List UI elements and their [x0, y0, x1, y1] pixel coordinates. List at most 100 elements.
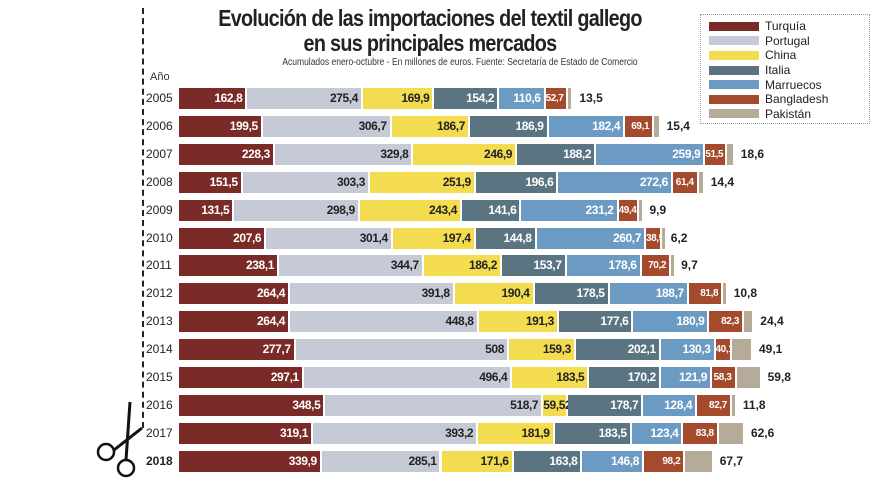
y-tick-label: 2010: [146, 230, 173, 245]
data-label: 6,2: [670, 230, 688, 245]
bar-segment: 196,6: [475, 171, 559, 193]
bar-segment: 178,7: [568, 394, 644, 416]
data-label: 15,4: [666, 118, 690, 133]
data-label: 11,8: [742, 397, 766, 412]
bar-segment: 123,4: [631, 422, 684, 444]
bar-segment: 170,2: [589, 367, 661, 388]
bar-segment: 243,4: [359, 199, 462, 221]
bar-segment: [567, 88, 574, 109]
bar-segment: [685, 450, 714, 472]
legend-swatch: [709, 36, 759, 46]
bar-segment: 186,7: [391, 115, 470, 137]
bar-segment: 238,1: [179, 255, 279, 277]
y-tick-label: 2008: [146, 174, 173, 189]
data-label: 10,8: [733, 286, 758, 301]
bar-segment: 448,8: [290, 311, 479, 333]
bar-segment: 319,1: [179, 422, 314, 444]
data-label: 59,8: [767, 370, 791, 384]
bar-segment: 153,7: [501, 255, 567, 277]
bar-segment: [723, 283, 729, 305]
chart-subtitle: Acumulados enero-octubre - En millones d…: [282, 57, 638, 68]
y-tick-label: 2011: [146, 258, 172, 273]
bar-segment: 329,8: [274, 143, 414, 165]
bar-segment: 82,3: [709, 311, 745, 333]
legend-label: Turquía: [765, 19, 806, 34]
bar-segment: 141,6: [461, 199, 522, 221]
bar-segment: 51,5: [705, 143, 727, 165]
bar-segment: 277,7: [179, 339, 296, 361]
legend-item: Bangladesh: [709, 92, 869, 107]
bar-segment: [744, 311, 755, 333]
legend-label: China: [765, 48, 797, 63]
bar-segment: 518,7: [325, 394, 544, 416]
data-label: 14,4: [710, 174, 735, 189]
bar-segment: 163,8: [513, 450, 583, 472]
data-label: 67,7: [719, 453, 744, 468]
bar-segment: 98,2: [644, 450, 686, 472]
bar-segment: 344,7: [279, 255, 424, 277]
y-tick-label: 2016: [146, 397, 173, 412]
bar-segment: 40,1: [715, 339, 734, 361]
bar-segment: 183,5: [512, 367, 590, 388]
bar-segment: 285,1: [321, 450, 442, 472]
data-label: 49,1: [758, 342, 783, 357]
bar-segment: 202,1: [575, 339, 661, 361]
bar-segment: 260,7: [536, 227, 646, 249]
bar-segment: 159,3: [508, 339, 576, 361]
bar-segment: 190,4: [454, 283, 535, 305]
bar-segment: 496,4: [303, 367, 513, 388]
bar-segment: 297,1: [179, 367, 304, 388]
bar-segment: 306,7: [262, 115, 392, 137]
legend-label: Bangladesh: [765, 92, 829, 107]
bar-segment: 231,2: [521, 199, 619, 221]
bar-segment: 178,5: [534, 283, 610, 305]
bar-segment: 183,5: [554, 422, 632, 444]
bar-segment: 82,7: [697, 394, 732, 416]
bar-segment: 154,2: [434, 88, 500, 109]
bar-segment: 178,6: [566, 255, 642, 277]
bar-segment: 246,9: [413, 143, 518, 165]
bar-segment: 69,1: [625, 115, 655, 137]
y-tick-label: 2012: [146, 286, 173, 301]
y-tick-label: 2014: [146, 342, 173, 357]
data-label: 62,6: [750, 425, 775, 440]
bar-segment: [736, 367, 762, 388]
bar-segment: 301,4: [266, 227, 393, 249]
bar-segment: [698, 171, 705, 193]
bar-segment: 191,3: [478, 311, 559, 333]
bar-segment: 298,9: [234, 199, 360, 221]
bar-segment: [662, 227, 668, 249]
bar-segment: 83,8: [683, 422, 719, 444]
data-label: 9,9: [649, 202, 667, 217]
bar-segment: 264,4: [179, 311, 291, 333]
bar-segment: 180,9: [633, 311, 710, 333]
bar-segment: [731, 394, 737, 416]
bar-segment: 151,5: [179, 171, 243, 193]
bar-segment: 38,5: [645, 227, 664, 249]
legend: Turquía Portugal China Italia Marruecos Bangl…: [700, 14, 870, 124]
bar-segment: 275,4: [247, 88, 364, 109]
bar-segment: 508: [295, 339, 509, 361]
bar-segment: 188,7: [609, 283, 689, 305]
bar-segment: [732, 339, 753, 361]
bar-segment: 49,4: [618, 199, 640, 221]
bar-segment: [718, 422, 745, 444]
legend-item: Marruecos: [709, 77, 869, 92]
y-axis-label: Año: [150, 71, 170, 83]
cut-line: [142, 8, 144, 428]
legend-swatch: [709, 65, 759, 75]
y-tick-label: 2009: [146, 202, 173, 217]
bar-segment: [639, 199, 645, 221]
legend-item: Portugal: [709, 34, 869, 49]
bar-segment: 131,5: [179, 199, 235, 221]
data-label: 13,5: [579, 91, 603, 105]
scissors-icon: [96, 401, 143, 478]
bar-segment: 393,2: [313, 422, 479, 444]
bar-segment: 61,4: [672, 171, 699, 193]
bar-segment: 207,6: [179, 227, 267, 249]
y-tick-label: 2015: [146, 370, 173, 384]
y-tick-label: 2007: [146, 146, 173, 161]
chart-title: Evolución de las importaciones del texti…: [218, 5, 642, 56]
bar-segment: [654, 115, 661, 137]
